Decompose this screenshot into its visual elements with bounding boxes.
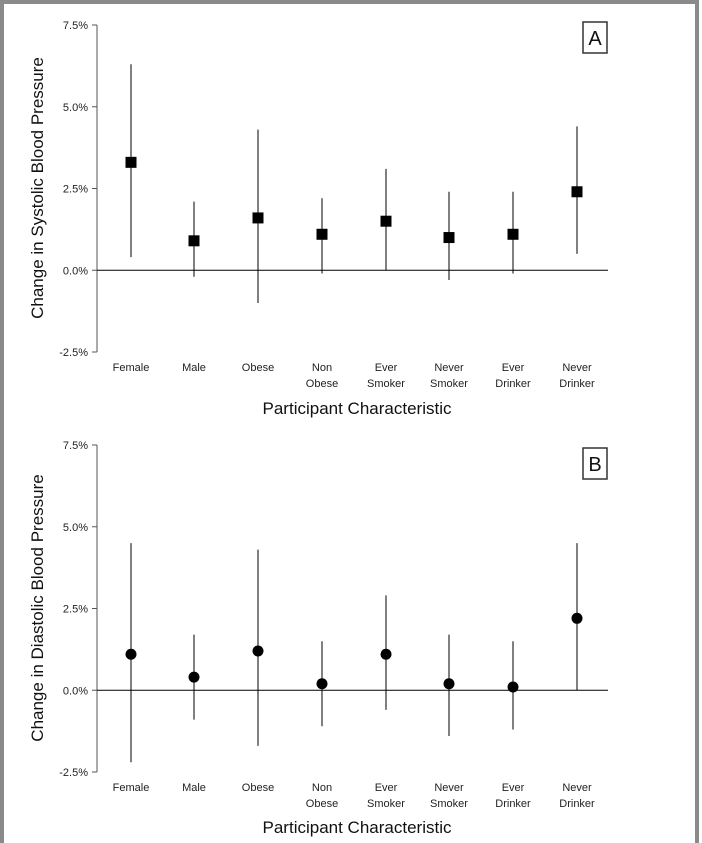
data-point-square [507,228,519,240]
panel-a: -2.5% 0.0% 2.5% 5.0% 7.5% Female Male Obese Non O… [28,20,608,418]
x-category-label: Obese [242,362,274,374]
y-tick-label: 2.5% [63,604,88,616]
panel-label-box [582,447,608,480]
data-point-square [188,235,200,247]
panel-label: A [588,28,602,50]
x-category-label: Drinker [495,798,531,810]
x-category-label: Ever [502,362,525,374]
x-category-label: Never [434,362,464,374]
y-tick-label: 0.0% [63,685,88,697]
y-tick-label: 7.5% [63,440,88,452]
x-category-label: Drinker [559,378,595,390]
x-category-label: Smoker [430,798,468,810]
x-category-label: Female [113,782,150,794]
x-category-label: Female [113,362,150,374]
y-axis-title: Change in Systolic Blood Pressure [28,57,47,319]
data-point-square [125,156,137,168]
x-axis-title: Participant Characteristic [263,399,452,418]
data-point-circle [380,648,392,660]
data-point-circle [125,648,137,660]
x-category-label: Non [312,782,332,794]
x-category-label: Drinker [559,798,595,810]
panel-label-box [582,21,608,54]
data-point-circle [507,681,519,693]
data-point-square [443,232,455,244]
data-point-circle [443,678,455,690]
x-category-label: Never [562,362,592,374]
data-point-square [380,215,392,227]
x-category-label: Obese [306,798,338,810]
data-point-square [316,228,328,240]
x-category-label: Never [434,782,464,794]
x-category-label: Drinker [495,378,531,390]
y-tick-label: 7.5% [63,20,88,32]
y-tick-label: 5.0% [63,522,88,534]
y-tick-label: 5.0% [63,102,88,114]
x-category-label: Ever [502,782,525,794]
x-category-label: Obese [242,782,274,794]
x-category-label: Ever [375,362,398,374]
data-point-circle [188,671,200,683]
x-category-label: Smoker [367,798,405,810]
data-point-circle [316,678,328,690]
x-category-label: Smoker [430,378,468,390]
data-point-circle [571,612,583,624]
y-axis-title: Change in Diastolic Blood Pressure [28,474,47,741]
data-point-square [252,212,264,224]
x-category-label: Obese [306,378,338,390]
y-tick-label: 0.0% [63,265,88,277]
y-tick-label: -2.5% [59,767,88,779]
x-category-label: Never [562,782,592,794]
x-category-label: Ever [375,782,398,794]
y-tick-label: -2.5% [59,347,88,359]
x-category-label: Male [182,782,206,794]
x-axis-title: Participant Characteristic [263,818,452,837]
data-point-square [571,186,583,198]
data-point-circle [252,645,264,657]
panel-b: -2.5% 0.0% 2.5% 5.0% 7.5% Female Male Obese Non O… [28,440,608,837]
y-tick-label: 2.5% [63,184,88,196]
x-category-label: Smoker [367,378,405,390]
x-category-label: Male [182,362,206,374]
panel-label: B [588,454,601,476]
x-category-label: Non [312,362,332,374]
